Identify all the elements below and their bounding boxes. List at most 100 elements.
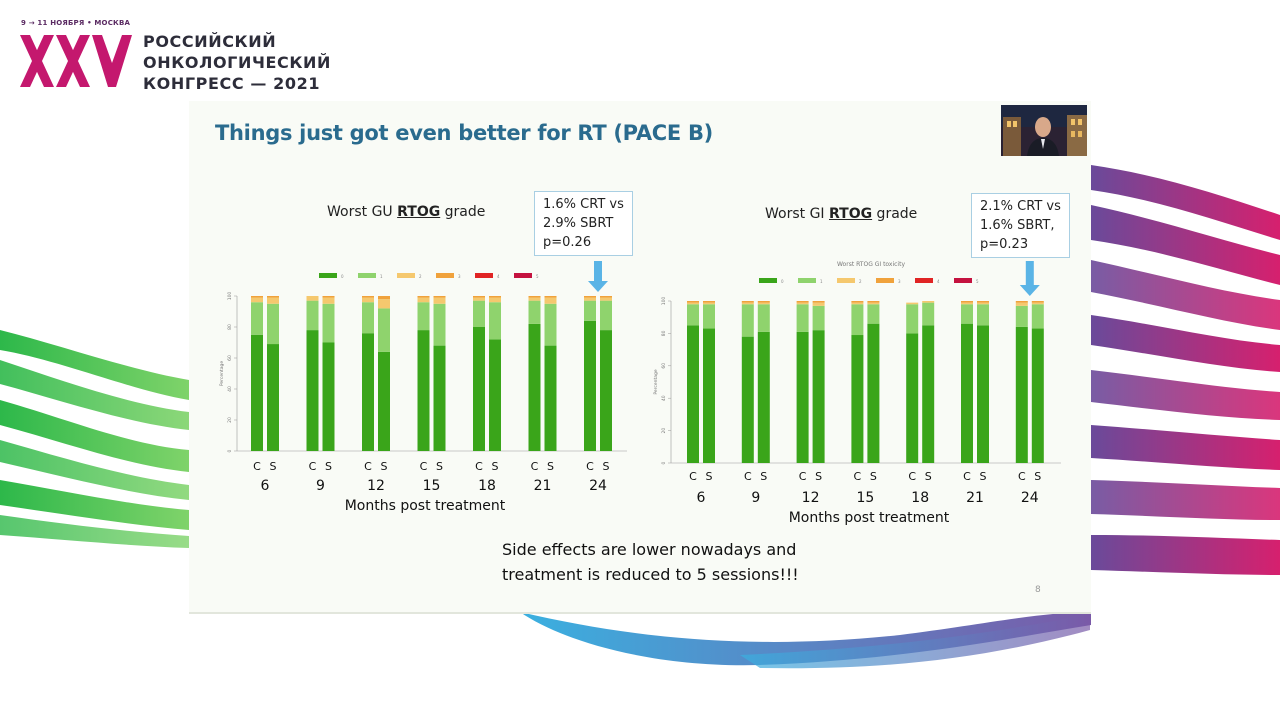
bar-segment (741, 301, 754, 303)
bar-segment (687, 301, 699, 303)
bar-segment (851, 335, 864, 463)
y-tick-label: 100 (661, 297, 667, 306)
bar-segment (796, 304, 809, 332)
speaker-video-image (1001, 105, 1087, 156)
bar-segment (251, 297, 263, 303)
gi-chart-heading: Worst GI RTOG grade (765, 206, 917, 222)
side-effects-message: Side effects are lower nowadays and trea… (502, 537, 799, 587)
bar-segment (812, 302, 825, 306)
bar-segment (433, 297, 446, 304)
bar-segment (362, 302, 374, 334)
bar-segment (544, 296, 557, 298)
legend-label: 0 (781, 279, 784, 284)
left-green-ribbons (0, 330, 189, 548)
x-group-label: 24 (589, 478, 607, 494)
bar-segment (267, 344, 279, 451)
bar-segment (741, 336, 754, 463)
bar-segment (1031, 304, 1044, 329)
bar-label: S (706, 470, 713, 483)
legend-swatch (436, 273, 454, 278)
legend-swatch (319, 273, 337, 278)
gi-heading-suffix: grade (872, 206, 918, 222)
bar-label: S (925, 470, 932, 483)
bar-segment (922, 302, 935, 326)
legend-label: 3 (458, 274, 461, 279)
bar-segment (489, 297, 501, 303)
bar-segment (251, 302, 263, 335)
bar-segment (322, 296, 335, 298)
legend-label: 1 (380, 274, 383, 279)
bar-segment (977, 325, 989, 463)
bar-segment (812, 305, 825, 331)
bar-label: S (1034, 470, 1041, 483)
x-group-label: 24 (1021, 490, 1039, 506)
bar-segment (961, 302, 973, 305)
bar-segment (251, 334, 263, 451)
gi-note-line: 2.1% CRT vs (980, 199, 1061, 214)
bar-segment (796, 302, 809, 305)
bar-label: C (309, 460, 317, 473)
x-axis-label: Months post treatment (345, 498, 506, 514)
presentation-slide: Things just got even better for RT (PACE… (189, 101, 1091, 614)
bar-label: S (270, 460, 277, 473)
slide-title: Things just got even better for RT (PACE… (215, 121, 713, 145)
legend-label: 0 (341, 274, 344, 279)
bar-segment (961, 323, 973, 463)
bar-segment (528, 297, 541, 301)
right-magenta-ribbons (1091, 165, 1280, 575)
congress-title-line: РОССИЙСКИЙ (143, 32, 277, 51)
bar-segment (544, 303, 557, 346)
bar-segment (306, 296, 319, 301)
x-group-label: 18 (478, 478, 496, 494)
bar-label: C (908, 470, 916, 483)
bar-segment (544, 345, 557, 451)
bar-segment (473, 297, 485, 301)
speaker-video-thumbnail[interactable] (1001, 105, 1087, 156)
bar-segment (977, 302, 989, 305)
congress-title-line: КОНГРЕСС — 2021 (143, 74, 321, 93)
x-group-label: 12 (802, 490, 820, 506)
bar-segment (306, 300, 319, 331)
bar-segment (600, 296, 612, 298)
y-axis-label: Percentage (219, 361, 225, 387)
legend-swatch (358, 273, 376, 278)
gi-note-line: p=0.23 (980, 237, 1029, 252)
bar-segment (584, 296, 596, 298)
bar-segment (362, 333, 374, 451)
bar-label: C (253, 460, 261, 473)
gu-note-line: 1.6% CRT vs (543, 197, 624, 212)
y-tick-label: 20 (227, 417, 233, 423)
bar-segment (906, 304, 919, 334)
x-group-label: 15 (856, 490, 874, 506)
gi-annotation-box: 2.1% CRT vs 1.6% SBRT, p=0.23 (971, 193, 1070, 258)
bar-segment (600, 330, 612, 451)
gu-note-line: p=0.26 (543, 235, 592, 250)
bar-segment (584, 297, 596, 301)
legend-swatch (475, 273, 493, 278)
gu-heading-prefix: Worst GU (327, 204, 398, 220)
legend-label: 2 (859, 279, 862, 284)
bar-segment (306, 330, 319, 451)
legend-label: 5 (536, 274, 539, 279)
bar-segment (757, 301, 770, 303)
bar-segment (473, 296, 485, 298)
x-group-label: 9 (316, 478, 325, 494)
bar-segment (757, 331, 770, 463)
bar-label: C (854, 470, 862, 483)
bar-segment (584, 300, 596, 321)
legend-swatch (876, 278, 894, 283)
gi-heading-rtog: RTOG (829, 206, 873, 222)
bar-segment (687, 325, 699, 463)
y-tick-label: 60 (661, 363, 667, 369)
legend-label: 3 (898, 279, 901, 284)
bar-segment (741, 302, 754, 305)
callout-arrow-head (588, 281, 608, 292)
bar-label: C (586, 460, 594, 473)
y-tick-label: 80 (661, 330, 667, 336)
legend-label: 2 (419, 274, 422, 279)
legend-label: 4 (497, 274, 500, 279)
bottom-blue-ribbons (520, 612, 1091, 669)
bar-segment (417, 296, 430, 298)
